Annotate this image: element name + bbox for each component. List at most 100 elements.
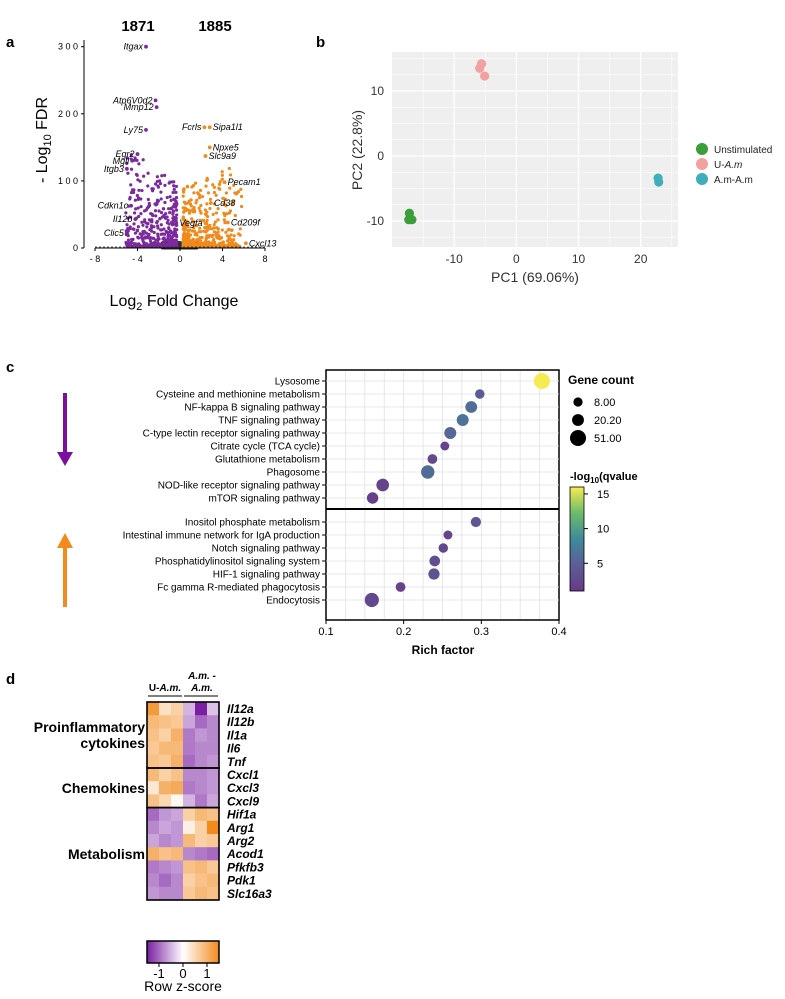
down-gene-point — [172, 187, 176, 191]
up-gene-point — [184, 201, 188, 205]
up-gene-point — [182, 223, 186, 228]
down-gene-point — [156, 185, 161, 189]
gene-label: Il12a — [227, 702, 254, 716]
pathway-dot — [444, 427, 457, 439]
down-gene-point — [167, 181, 171, 185]
pathway-dot — [456, 414, 469, 426]
heatmap-cell — [147, 886, 160, 901]
pathway-dot — [470, 516, 482, 528]
labelled-gene-point — [129, 203, 134, 208]
up-gene-point — [192, 229, 197, 233]
heatmap-gene-labels: Il12aIl12bIl1aIl6TnfCxcl1Cxcl3Cxcl9Hif1a… — [226, 702, 272, 901]
column-group-label: A.m. - — [187, 671, 216, 682]
heatmap-cell — [171, 754, 184, 769]
gene-label: Acod1 — [226, 847, 264, 861]
pathway-term-label: TNF signaling pathway — [218, 416, 320, 427]
heatmap-cell — [195, 781, 208, 795]
heatmap-cell — [183, 847, 196, 861]
down-gene-point — [125, 161, 129, 165]
heatmap-cell — [171, 702, 184, 716]
up-gene-point — [203, 208, 207, 212]
pathway-dot — [438, 543, 449, 553]
pathway-term-label: NOD-like receptor signaling pathway — [158, 481, 320, 492]
rich-factor-tick-label: 0.1 — [318, 626, 333, 638]
down-gene-point — [136, 206, 140, 210]
pathway-term-label: Endocytosis — [266, 596, 320, 607]
up-gene-point — [225, 239, 230, 243]
down-gene-point — [172, 230, 176, 234]
down-gene-point — [158, 181, 163, 186]
heatmap-cell — [195, 702, 208, 716]
down-gene-point — [140, 188, 144, 193]
down-gene-point — [156, 238, 160, 243]
heatmap-cell — [171, 886, 184, 901]
down-gene-point — [155, 219, 159, 224]
legend-label: A.m-A.m — [714, 175, 753, 186]
down-gene-point — [166, 234, 170, 238]
gene-label: Slc16a3 — [227, 887, 272, 901]
labelled-gene-point — [208, 201, 213, 205]
pathway-term-label: Fc gamma R-mediated phagocytosis — [157, 583, 320, 594]
up-gene-point — [206, 191, 211, 195]
down-gene-point — [163, 183, 167, 187]
up-gene-point — [227, 166, 231, 171]
up-gene-point — [220, 177, 224, 181]
labelled-gene-point — [124, 166, 129, 171]
heatmap-cell — [171, 728, 184, 742]
column-group-label: A.m. — [190, 683, 213, 694]
down-gene-point — [141, 158, 145, 162]
up-gene-point — [211, 212, 215, 216]
down-gene-point — [172, 245, 176, 249]
down-gene-point — [137, 214, 141, 219]
labelled-gene-point — [207, 145, 212, 150]
up-gene-point — [197, 196, 202, 200]
down-gene-point — [167, 239, 171, 243]
heatmap-cell — [159, 807, 172, 822]
gene-label: Itgax — [123, 42, 143, 52]
down-gene-point — [130, 188, 135, 192]
heatmap-cell — [147, 794, 160, 808]
pca-points — [404, 59, 664, 225]
up-gene-point — [228, 186, 232, 190]
down-gene-point — [158, 216, 162, 221]
pca-x-axis-label: PC1 (69.06%) — [491, 269, 579, 285]
heatmap-cell — [171, 834, 184, 848]
heatmap-cell — [159, 702, 172, 716]
down-gene-point — [133, 198, 137, 202]
heatmap-cell — [195, 807, 208, 822]
down-gene-point — [144, 242, 149, 246]
up-gene-point — [191, 183, 196, 188]
gene-label: Cxcl9 — [227, 794, 259, 808]
up-gene-point — [198, 209, 202, 213]
y-tick-label: 1 0 0 — [58, 176, 78, 186]
up-gene-point — [194, 224, 198, 228]
gene-label: Egr2 — [115, 149, 134, 159]
down-gene-point — [124, 240, 128, 245]
labelled-gene-point — [243, 241, 248, 246]
down-gene-point — [164, 238, 168, 242]
down-gene-point — [160, 174, 164, 178]
pathway-term-label: HIF-1 signaling pathway — [213, 570, 320, 581]
gene-label: Mgll — [113, 156, 131, 166]
up-gene-point — [216, 218, 220, 222]
down-gene-point — [168, 195, 172, 199]
labelled-gene-point — [153, 98, 158, 103]
heatmap-cell — [195, 873, 208, 888]
up-gene-point — [224, 204, 228, 208]
up-gene-point — [181, 227, 185, 231]
down-gene-point — [171, 190, 175, 195]
up-gene-point — [224, 191, 229, 195]
down-gene-point — [137, 236, 141, 240]
up-gene-point — [189, 198, 193, 202]
pathway-dot — [376, 478, 390, 492]
down-gene-point — [130, 237, 134, 242]
down-gene-point — [152, 225, 156, 229]
heatmap-cell — [195, 794, 208, 808]
down-gene-point — [149, 236, 153, 240]
pathway-dot — [443, 530, 453, 540]
x-tick-label: 4 — [220, 254, 225, 264]
pathway-term-label: Lysosome — [275, 377, 321, 388]
pca-point — [480, 71, 490, 81]
up-arrow-icon — [57, 533, 73, 548]
